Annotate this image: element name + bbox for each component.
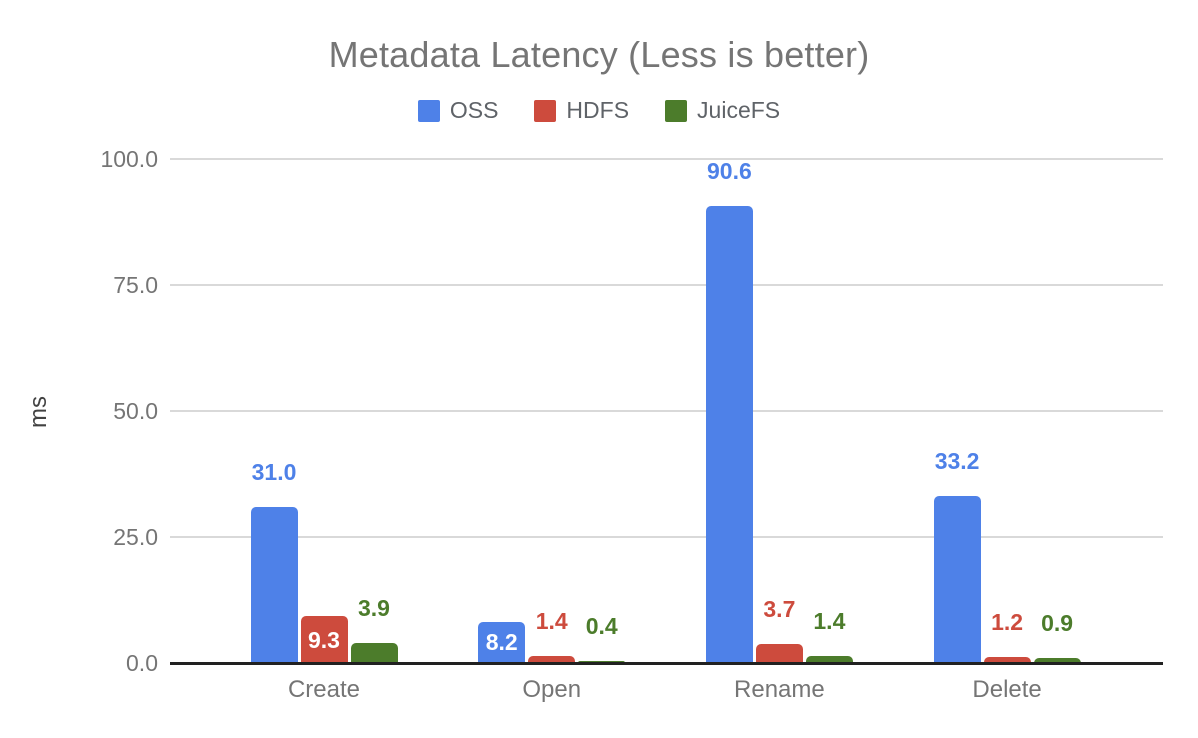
x-tick-label-delete: Delete: [972, 676, 1042, 703]
bar-juicefs-create: [350, 643, 398, 663]
value-label-juicefs-delete: 0.9: [1041, 610, 1074, 637]
y-tick-label: 25.0: [113, 524, 158, 550]
value-label-juicefs-rename: 1.4: [813, 607, 846, 634]
value-label-juicefs-create: 3.9: [358, 595, 390, 622]
value-label-oss-create: 31.0: [251, 458, 297, 485]
bar-oss-open: [478, 621, 526, 663]
bar-juicefs-rename: [805, 655, 853, 663]
bar-oss-create: [250, 506, 298, 663]
legend-item-juicefs: JuiceFS: [665, 97, 780, 124]
legend-label-hdfs: HDFS: [566, 97, 630, 123]
bar-juicefs-open: [578, 660, 626, 663]
legend-swatch-oss: [417, 99, 440, 122]
y-tick-label: 100.0: [100, 146, 158, 172]
gridline: [170, 158, 1163, 160]
bar-hdfs-open: [528, 655, 576, 663]
y-tick-label: 0.0: [126, 650, 158, 676]
bar-oss-delete: [933, 495, 981, 663]
bar-hdfs-delete: [983, 656, 1031, 663]
legend-label-juicefs: JuiceFS: [697, 97, 781, 123]
legend-swatch-hdfs: [534, 99, 557, 122]
value-label-oss-open: 8.2: [485, 629, 518, 656]
value-label-oss-delete: 33.2: [934, 447, 980, 474]
x-tick-label-rename: Rename: [734, 676, 825, 703]
bar-hdfs-create: [300, 616, 348, 663]
legend-item-oss: OSS: [417, 97, 499, 124]
legend-swatch-juicefs: [665, 99, 688, 122]
value-label-hdfs-create: 9.3: [308, 626, 340, 653]
legend-label-oss: OSS: [449, 97, 499, 123]
x-tick-label-create: Create: [287, 676, 361, 703]
legend: OSS HDFS JuiceFS: [0, 97, 1198, 124]
bar-hdfs-rename: [755, 644, 803, 663]
legend-item-hdfs: HDFS: [534, 97, 629, 124]
value-label-hdfs-rename: 3.7: [763, 596, 796, 623]
gridline: [170, 536, 1163, 538]
chart-title: Metadata Latency (Less is better): [328, 34, 870, 75]
x-axis-baseline: [170, 662, 1163, 665]
bar-oss-rename: [705, 206, 753, 663]
value-label-juicefs-open: 0.4: [585, 612, 618, 639]
value-label-hdfs-open: 1.4: [535, 607, 568, 634]
bar-juicefs-delete: [1033, 658, 1081, 663]
y-tick-label: 75.0: [113, 272, 158, 298]
gridline: [170, 410, 1163, 412]
value-label-hdfs-delete: 1.2: [991, 608, 1024, 635]
x-tick-label-open: Open: [522, 676, 582, 703]
value-label-oss-rename: 90.6: [707, 158, 752, 185]
y-tick-label: 50.0: [113, 398, 158, 424]
gridline: [170, 284, 1163, 286]
